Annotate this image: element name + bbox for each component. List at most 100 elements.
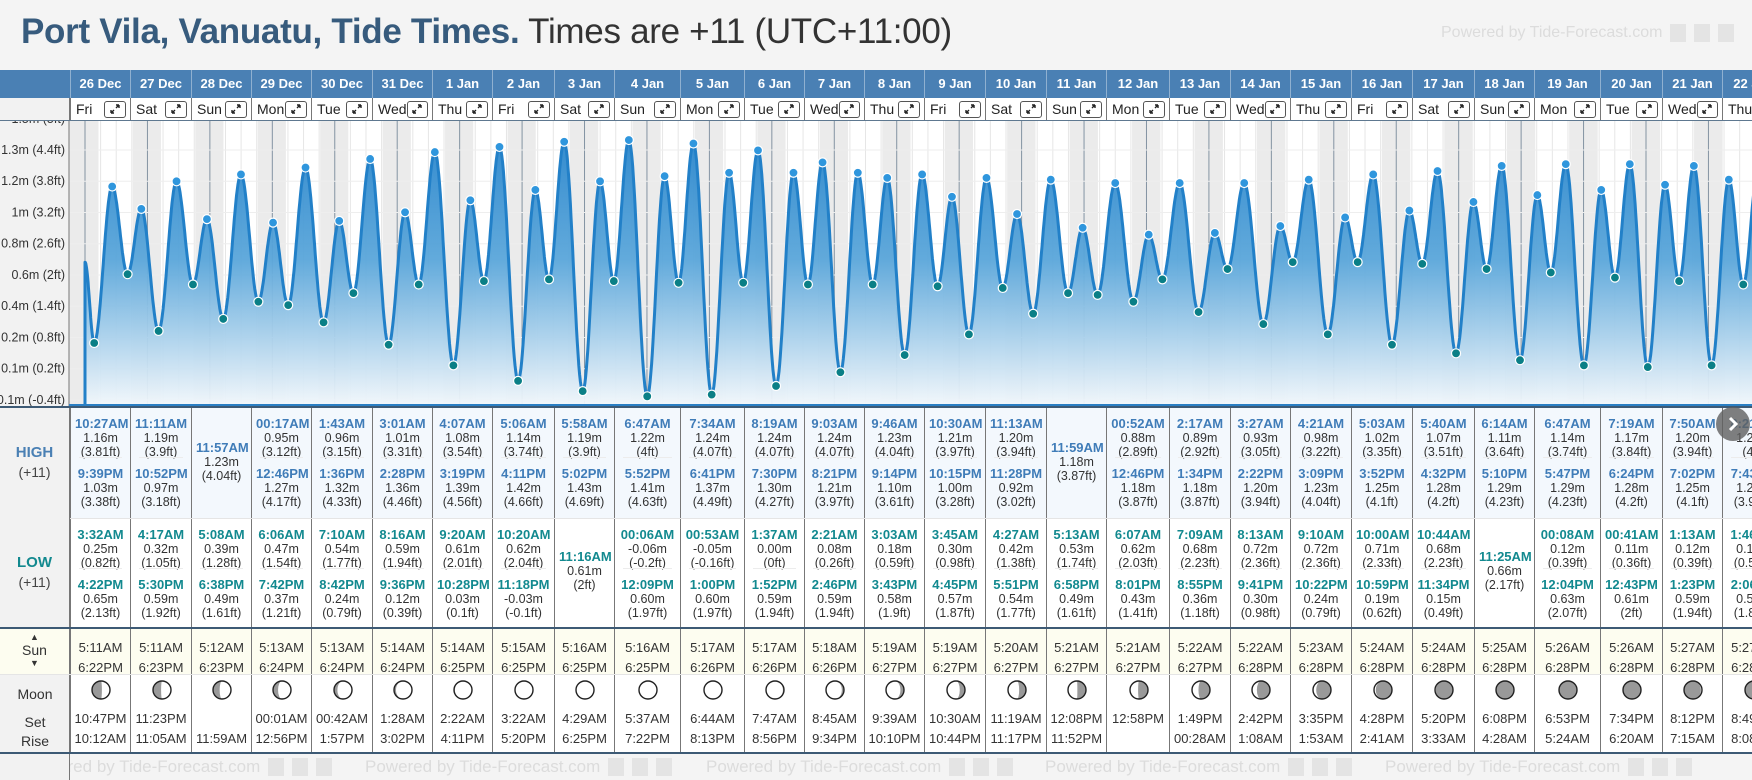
- moonrise-time: 8:56PM: [752, 731, 797, 746]
- tide-time: 7:09AM: [1176, 527, 1224, 542]
- expand-day-button[interactable]: [838, 100, 860, 118]
- tide-height-m: 0.88m: [1120, 431, 1156, 445]
- expand-day-button[interactable]: [718, 100, 740, 118]
- tide-time: 12:46PM: [1111, 466, 1165, 481]
- low-tide-cell: 10:44AM 0.68m (2.23ft) 11:34PM 0.15m (0.49ft): [1412, 519, 1474, 627]
- weekday-cell: Mon: [1106, 98, 1169, 120]
- expand-day-button[interactable]: [588, 100, 610, 118]
- weekday-cell: Fri: [924, 98, 985, 120]
- expand-day-button[interactable]: [959, 100, 981, 118]
- moon-cell: 6:53PM 5:24AM: [1534, 675, 1600, 752]
- expand-day-button[interactable]: [898, 100, 920, 118]
- tide-height-m: 0.30m: [1243, 592, 1278, 606]
- tide-height-m: 1.22m: [630, 431, 665, 445]
- low-tide-cell: 1:46AM0.16m(0.52ft) 2:06PM0.57m(1.87ft): [1722, 519, 1752, 627]
- moonrise-time: 2:41AM: [1359, 731, 1405, 746]
- expand-day-button[interactable]: [346, 100, 368, 118]
- sunrise-time: 5:21AM: [1054, 640, 1099, 655]
- expand-day-button[interactable]: [528, 100, 550, 118]
- low-tide-point: [283, 300, 294, 311]
- expand-day-button[interactable]: [1143, 100, 1165, 118]
- expand-day-button[interactable]: [1386, 100, 1408, 118]
- tide-time: 2:17AM: [1176, 416, 1224, 431]
- weekday-cell: Thu: [1290, 98, 1351, 120]
- high-tide-point: [788, 167, 799, 178]
- expand-icon: [1392, 104, 1402, 114]
- sunset-time: 6:28PM: [1238, 660, 1283, 675]
- low-tide-point: [1028, 308, 1039, 319]
- tide-height-m: 1.28m: [1426, 481, 1461, 495]
- expand-day-button[interactable]: [165, 100, 187, 118]
- tide-height-ft: (1.94ft): [382, 556, 423, 570]
- moon-phase-icon: [151, 680, 172, 700]
- tide-time: 2:22PM: [1237, 466, 1284, 481]
- high-tide-entry: 5:47PM 1.29m (4.23ft): [1539, 467, 1596, 513]
- sunrise-time: 5:22AM: [1177, 640, 1223, 655]
- weekday-label: Sat: [136, 101, 158, 117]
- low-tide-entry: 00:06AM -0.06m (-0.2ft): [619, 528, 676, 574]
- tide-height-ft: (4.2ft): [1615, 495, 1648, 509]
- expand-day-button[interactable]: [1325, 100, 1347, 118]
- tide-height-ft: (2.23ft): [1423, 556, 1464, 570]
- expand-day-button[interactable]: [1020, 100, 1042, 118]
- tide-time: 11:13AM: [990, 416, 1043, 431]
- expand-day-button[interactable]: [406, 100, 428, 118]
- high-tide-point: [1368, 169, 1379, 180]
- low-tide-entry: 3:45AM 0.30m (0.98ft): [929, 528, 981, 574]
- date-header: 13 Jan: [1169, 70, 1230, 98]
- low-tide-entry: 6:38PM 0.49m (1.61ft): [196, 578, 247, 624]
- expand-day-button[interactable]: [1508, 100, 1530, 118]
- tide-time: 4:27AM: [992, 527, 1040, 542]
- sun-cell: 5:22AM 6:28PM: [1230, 629, 1290, 675]
- low-tide-cell: 9:10AM 0.72m (2.36ft) 10:22PM 0.24m (0.79ft): [1290, 519, 1351, 627]
- low-tide-entry: 4:17AM 0.32m (1.05ft): [135, 528, 187, 574]
- tide-height-m: 0.68m: [1182, 542, 1218, 556]
- low-tide-entry: 6:06AM 0.47m (1.54ft): [256, 528, 307, 574]
- expand-day-button[interactable]: [1204, 100, 1226, 118]
- expand-icon: [965, 104, 975, 114]
- expand-day-button[interactable]: [778, 100, 800, 118]
- tide-height-m: 0.12m: [1675, 542, 1710, 556]
- entry-divider: [1731, 568, 1752, 569]
- expand-day-button[interactable]: [1264, 100, 1286, 118]
- high-tide-entry: 00:17AM 0.95m (3.12ft): [256, 417, 309, 463]
- expand-day-button[interactable]: [1080, 100, 1102, 118]
- expand-day-button[interactable]: [1636, 100, 1658, 118]
- low-tide-point: [187, 279, 199, 290]
- tide-height-m: 0.60m: [630, 592, 665, 606]
- sunrise-time: 5:14AM: [440, 640, 485, 655]
- moonrise-time: 6:25PM: [562, 731, 607, 746]
- expand-day-button[interactable]: [1448, 100, 1470, 118]
- low-tide-point: [1578, 360, 1590, 371]
- tide-time: 2:06PM: [1730, 577, 1752, 592]
- entry-divider: [1239, 457, 1282, 458]
- high-tide-cell: 5:06AM 1.14m (3.74ft) 4:11PM 1.42m (4.66ft): [492, 408, 554, 518]
- tide-height-m: 0.62m: [506, 542, 541, 556]
- tide-height-ft: (1.28ft): [201, 556, 242, 570]
- high-tide-entry: 6:14AM 1.11m (3.64ft): [1479, 417, 1530, 463]
- expand-day-button[interactable]: [654, 100, 676, 118]
- tide-height-m: 1.14m: [1550, 431, 1585, 445]
- expand-day-button[interactable]: [466, 100, 488, 118]
- tide-height-ft: (1.92ft): [141, 606, 181, 620]
- tide-height-m: 0.16m: [1736, 542, 1752, 556]
- tide-height-m: 1.23m: [204, 454, 239, 469]
- tide-height-m: 0.65m: [83, 592, 118, 606]
- sun-cell: 5:26AM 6:28PM: [1534, 629, 1600, 675]
- tide-height-ft: (4.1ft): [1365, 495, 1399, 509]
- expand-day-button[interactable]: [104, 100, 126, 118]
- expand-day-button[interactable]: [225, 100, 247, 118]
- expand-day-button[interactable]: [1574, 100, 1596, 118]
- expand-day-button[interactable]: [1696, 100, 1718, 118]
- entry-divider: [1671, 568, 1714, 569]
- low-tide-cell: 9:20AM 0.61m (2.01ft) 10:28PM 0.03m (0.1ft): [432, 519, 492, 627]
- entry-divider: [139, 568, 183, 569]
- expand-day-button[interactable]: [285, 100, 307, 118]
- low-tide-entry: 5:08AM 0.39m (1.28ft): [196, 528, 247, 574]
- tide-time: 3:45AM: [931, 527, 979, 542]
- scroll-next-button[interactable]: [1716, 407, 1750, 441]
- weekday-cell: Thu: [432, 98, 492, 120]
- watermark-text: Powered by Tide-Forecast.com: [1385, 757, 1621, 776]
- low-tide-point: [1514, 355, 1526, 366]
- tide-height-m: 1.24m: [695, 431, 730, 445]
